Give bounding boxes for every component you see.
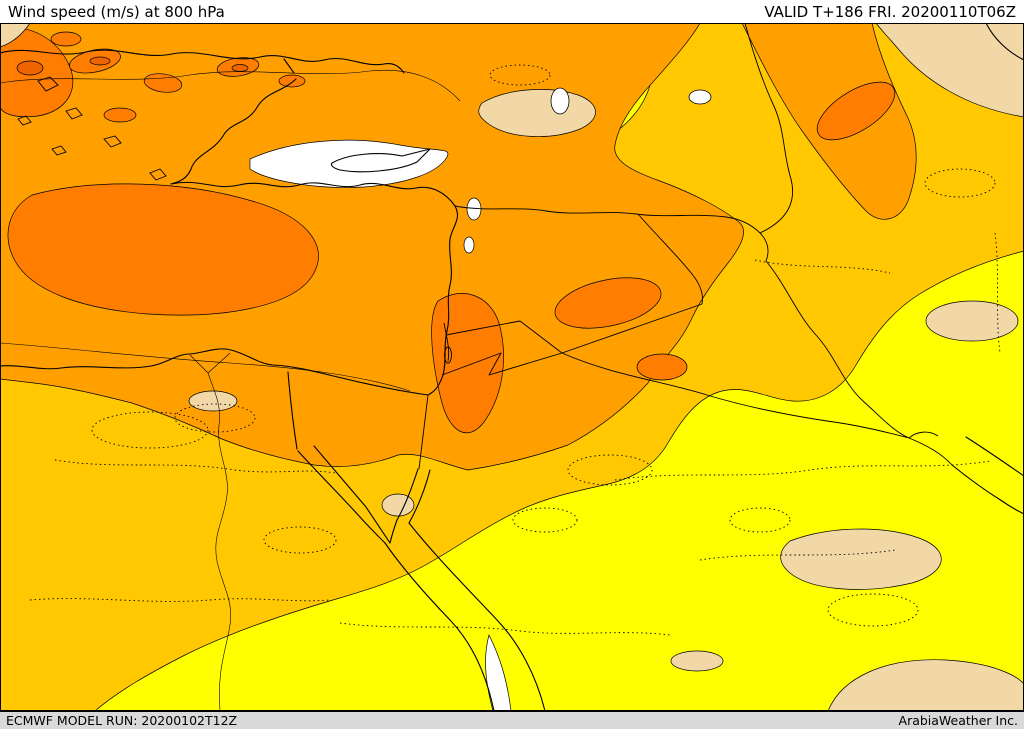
contour-fill-white	[249, 139, 512, 711]
nile-river	[207, 372, 232, 711]
map-footer: ECMWF MODEL RUN: 20200102T12Z ArabiaWeat…	[0, 711, 1024, 729]
map-title: Wind speed (m/s) at 800 hPa	[8, 2, 225, 21]
suez-canal	[287, 371, 298, 450]
aegean-islands	[17, 76, 167, 181]
lake-tuz	[550, 87, 570, 115]
dotted-contour-lines	[29, 64, 1001, 636]
valid-time-label: VALID T+186 FRI. 20200110T06Z	[764, 2, 1016, 21]
model-run-label: ECMWF MODEL RUN: 20200102T12Z	[6, 713, 238, 728]
country-borders	[418, 23, 953, 470]
map-header: Wind speed (m/s) at 800 hPa VALID T+186 …	[0, 0, 1024, 23]
caspian-coast	[985, 23, 1024, 61]
red-sea-west-coast	[384, 542, 495, 711]
thin-contour-lines	[0, 70, 461, 392]
dead-sea	[444, 346, 452, 364]
map-area	[0, 23, 1024, 711]
cyprus-island	[330, 148, 431, 173]
lake-van	[688, 89, 712, 105]
contour-fill-deep-orange	[16, 56, 249, 76]
coastlines	[0, 23, 1024, 711]
wind-speed-contour-map	[0, 23, 1024, 711]
red-sea-east-coast	[408, 522, 546, 711]
contour-fill-cream	[0, 23, 1024, 711]
rivers	[189, 352, 232, 711]
brand-credit: ArabiaWeather Inc.	[898, 713, 1018, 728]
lakes	[550, 87, 712, 115]
